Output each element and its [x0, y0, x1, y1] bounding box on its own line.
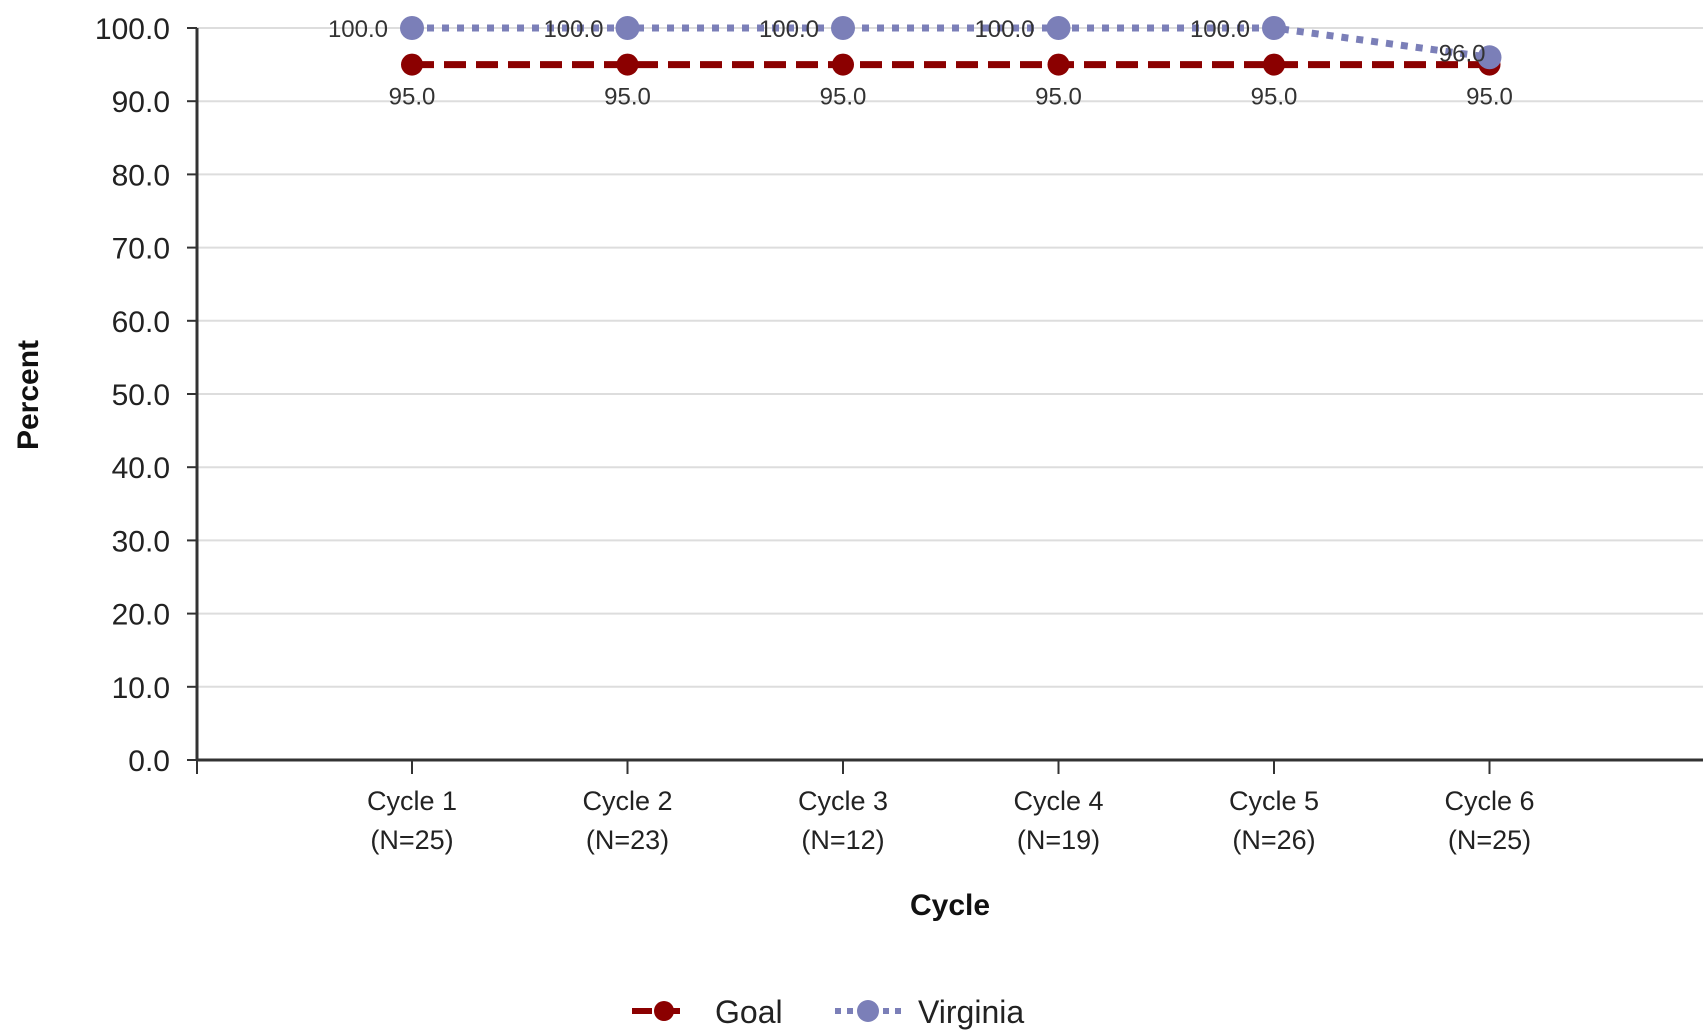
x-tick-sublabel: (N=19): [1017, 825, 1100, 855]
x-tick-label: Cycle 4: [1013, 786, 1103, 816]
data-label-virginia: 100.0: [759, 16, 819, 43]
data-label-goal: 95.0: [1466, 84, 1513, 111]
data-point-goal[interactable]: [1047, 53, 1070, 76]
data-point-virginia[interactable]: [831, 16, 855, 40]
x-tick-sublabel: (N=25): [370, 825, 453, 855]
data-label-virginia: 100.0: [974, 16, 1034, 43]
legend: Goal Virginia: [632, 994, 1024, 1030]
data-label-goal: 95.0: [820, 84, 867, 111]
y-tick-label: 60.0: [112, 306, 170, 339]
legend-virginia-label: Virginia: [918, 994, 1024, 1030]
legend-goal-label: Goal: [715, 994, 783, 1030]
data-label-virginia: 100.0: [543, 16, 603, 43]
y-tick-label: 90.0: [112, 86, 170, 119]
data-point-virginia[interactable]: [400, 16, 424, 40]
y-tick-label: 70.0: [112, 233, 170, 266]
data-label-goal: 95.0: [389, 84, 436, 111]
data-point-virginia[interactable]: [1262, 16, 1286, 40]
x-tick-labels: Cycle 1 (N=25) Cycle 2 (N=23) Cycle 3 (N=12) C…: [196, 760, 1535, 855]
y-tick-label: 40.0: [112, 452, 170, 485]
data-point-goal[interactable]: [1263, 53, 1285, 76]
data-labels: 95.0 95.0 95.0 95.0 95.0 95.0 100.0 100.0 100.0 1…: [328, 16, 1513, 111]
data-label-virginia: 100.0: [1190, 16, 1250, 43]
data-label-goal: 95.0: [1035, 84, 1082, 111]
data-point-goal[interactable]: [832, 53, 854, 76]
y-tick-label: 20.0: [112, 599, 170, 632]
y-tick-label: 10.0: [112, 672, 170, 705]
x-axis-title: Cycle: [910, 889, 990, 922]
series: [400, 16, 1502, 76]
data-label-goal: 95.0: [1251, 84, 1298, 111]
x-tick-label: Cycle 5: [1229, 786, 1319, 816]
y-tick-label: 80.0: [112, 159, 170, 192]
x-tick-label: Cycle 6: [1444, 786, 1534, 816]
data-point-virginia[interactable]: [1477, 45, 1502, 70]
y-tick-label: 0.0: [128, 745, 170, 778]
data-label-goal: 95.0: [604, 84, 651, 111]
y-tick-labels: 0.0 10.0 20.0 30.0 40.0 50.0 60.0 70.0 80.0 90.0 1…: [95, 13, 197, 778]
y-tick-label: 100.0: [95, 13, 170, 46]
data-label-virginia: 96.0: [1439, 40, 1486, 67]
gridlines: [197, 27, 1703, 688]
x-tick-sublabel: (N=23): [586, 825, 669, 855]
y-tick-label: 30.0: [112, 525, 170, 558]
legend-item-goal[interactable]: Goal: [632, 994, 783, 1030]
x-tick-label: Cycle 1: [367, 786, 457, 816]
x-tick-sublabel: (N=25): [1448, 825, 1531, 855]
data-point-virginia[interactable]: [1046, 16, 1071, 40]
x-tick-label: Cycle 2: [582, 786, 672, 816]
legend-goal-marker: [654, 1001, 674, 1021]
legend-virginia-marker: [857, 1000, 879, 1022]
legend-item-virginia[interactable]: Virginia: [835, 994, 1024, 1030]
data-point-goal[interactable]: [616, 53, 639, 76]
x-tick-sublabel: (N=26): [1232, 825, 1315, 855]
x-tick-label: Cycle 3: [798, 786, 888, 816]
data-point-goal[interactable]: [401, 53, 423, 76]
y-tick-label: 50.0: [112, 379, 170, 412]
data-label-virginia: 100.0: [328, 16, 388, 43]
y-axis-title: Percent: [12, 340, 45, 450]
x-tick-sublabel: (N=12): [801, 825, 884, 855]
data-point-virginia[interactable]: [615, 16, 640, 40]
